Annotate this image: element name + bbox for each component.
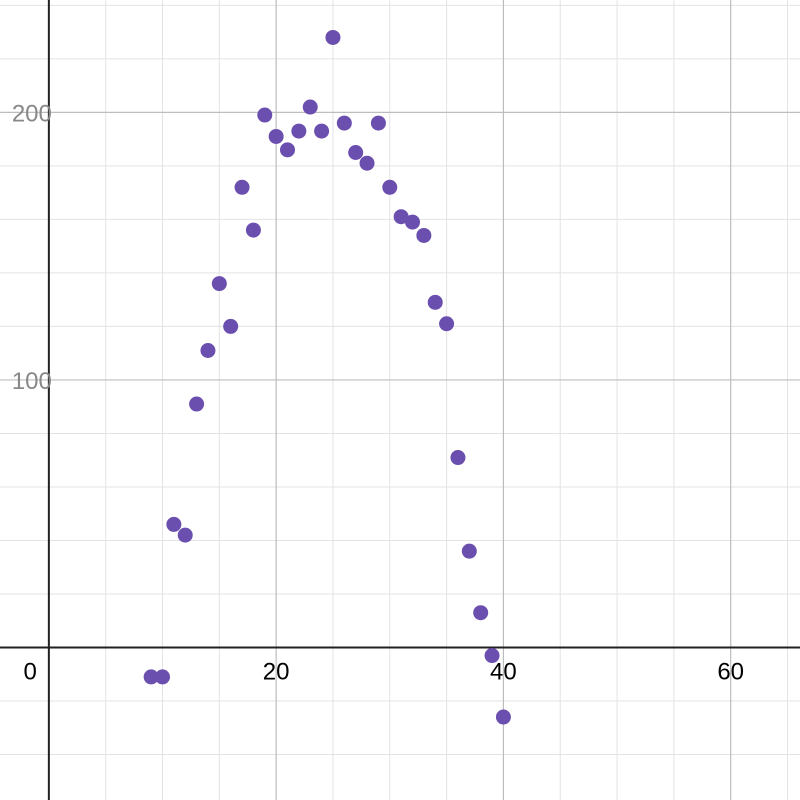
x-tick-label: 0: [24, 658, 37, 685]
data-point: [257, 107, 273, 123]
x-tick-label: 20: [263, 658, 290, 685]
data-point: [234, 179, 250, 195]
data-point: [314, 123, 330, 139]
data-point: [370, 115, 386, 131]
data-point: [189, 396, 205, 412]
data-points: [143, 29, 511, 725]
data-point: [439, 316, 455, 332]
data-point: [450, 450, 466, 466]
data-point: [473, 605, 489, 621]
y-tick-label: 200: [12, 100, 52, 127]
data-point: [348, 145, 364, 161]
data-point: [416, 227, 432, 243]
data-point: [495, 709, 511, 725]
data-point: [393, 209, 409, 225]
data-point: [280, 142, 295, 158]
x-tick-labels: 0 20 40 60: [24, 658, 745, 685]
data-point: [211, 276, 227, 292]
data-point: [177, 527, 193, 543]
data-point: [336, 115, 352, 131]
x-tick-label: 60: [717, 658, 744, 685]
data-point: [200, 343, 216, 359]
data-point: [155, 669, 170, 685]
data-point: [427, 294, 443, 310]
y-tick-label: 100: [12, 368, 52, 395]
data-point: [223, 318, 239, 334]
data-point: [268, 128, 284, 144]
y-tick-labels: 100 200: [12, 100, 52, 395]
data-point: [245, 222, 261, 238]
data-point: [461, 543, 477, 559]
data-point: [302, 99, 318, 115]
data-point: [143, 669, 159, 685]
data-point: [359, 155, 375, 171]
data-point: [291, 123, 307, 139]
data-point: [325, 29, 341, 45]
data-point: [382, 179, 398, 195]
data-point: [484, 648, 500, 664]
data-point: [166, 516, 182, 532]
data-point: [405, 214, 420, 230]
x-tick-label: 40: [490, 658, 517, 685]
